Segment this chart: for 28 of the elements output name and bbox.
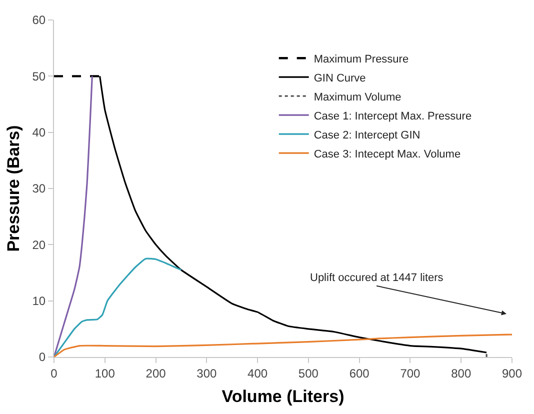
legend-label: Case 2: Intercept GIN bbox=[314, 129, 420, 142]
legend-label: Case 3: Intecept Max. Volume bbox=[314, 148, 461, 160]
x-tick-label: 900 bbox=[502, 366, 522, 380]
x-tick-label: 600 bbox=[349, 366, 370, 380]
x-tick-label: 400 bbox=[248, 366, 268, 380]
y-tick-label: 40 bbox=[32, 126, 46, 140]
x-tick-label: 300 bbox=[196, 366, 217, 380]
y-tick-label: 50 bbox=[32, 69, 46, 84]
legend-label: GIN Curve bbox=[314, 72, 366, 84]
x-tick-label: 700 bbox=[400, 366, 421, 380]
y-tick-label: 60 bbox=[32, 13, 46, 28]
legend-label: Maximum Volume bbox=[314, 91, 402, 104]
y-tick-label: 20 bbox=[32, 238, 46, 252]
x-tick-label: 200 bbox=[146, 366, 166, 380]
line-series bbox=[54, 75, 93, 357]
x-axis-title: Volume (Liters) bbox=[222, 386, 344, 406]
x-tick-label: 800 bbox=[451, 366, 472, 380]
y-axis-title: Pressure (Bars) bbox=[4, 125, 23, 252]
line-series bbox=[54, 258, 182, 357]
annotation: Uplift occured at 1447 liters bbox=[310, 272, 444, 284]
x-tick-label: 0 bbox=[50, 366, 58, 380]
y-tick-label: 30 bbox=[32, 182, 46, 196]
x-tick-label: 100 bbox=[94, 366, 116, 380]
y-tick-label: 10 bbox=[32, 294, 46, 308]
y-tick-label: 0 bbox=[38, 350, 46, 364]
legend-label: Maximum Pressure bbox=[314, 53, 409, 66]
x-tick-label: 500 bbox=[298, 366, 319, 380]
legend-label: Case 1: Intercept Max. Pressure bbox=[314, 110, 472, 122]
